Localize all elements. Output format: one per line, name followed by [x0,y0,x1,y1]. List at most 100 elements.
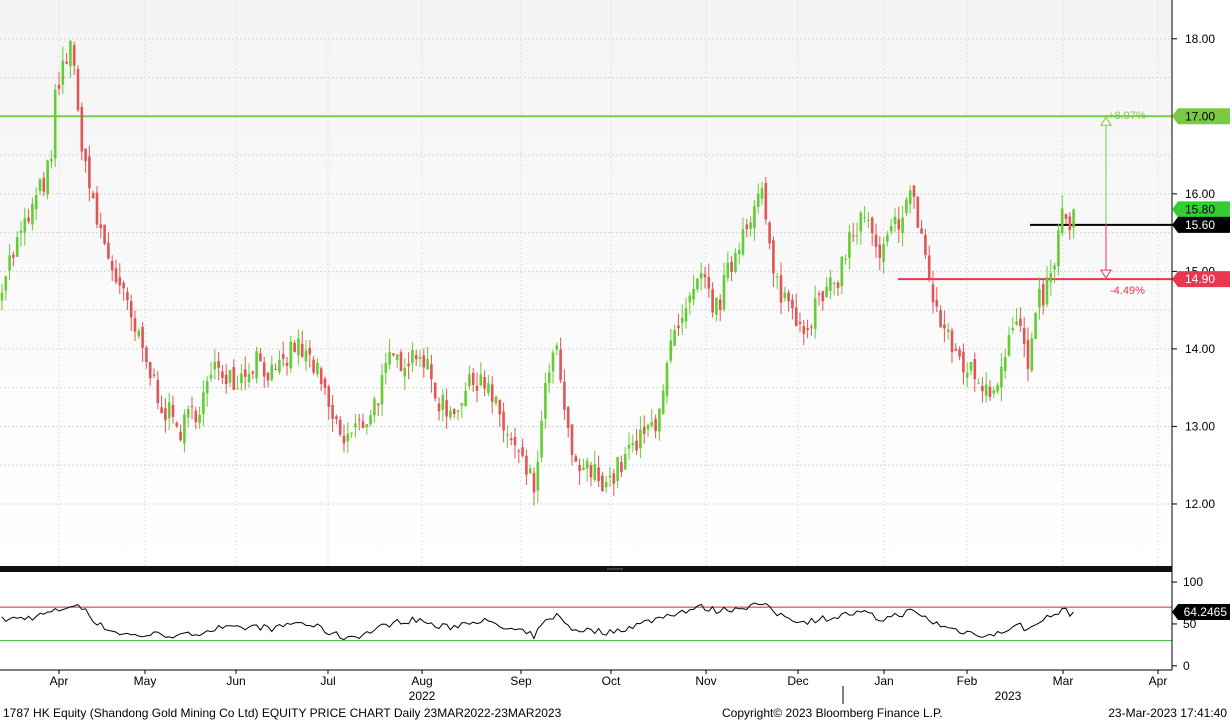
candle-body [274,369,277,371]
candle-body [490,384,494,402]
panel-divider[interactable] [0,566,1172,572]
candle-body [730,261,733,272]
candle-body [312,359,315,373]
candle-body [392,353,395,356]
candle-body [536,461,540,491]
candle-body [57,84,61,89]
candle-body [707,277,711,289]
candle-body [1015,321,1018,325]
candle-body [357,419,361,421]
candle-body [281,354,285,359]
candle-body [889,225,893,232]
candle-body [110,260,114,271]
candle-body [1000,366,1003,388]
candle-body [631,442,635,445]
candle-body [156,380,160,403]
candle-body [912,185,916,197]
candle-body [825,286,828,298]
candle-body [380,375,384,405]
candle-body [612,473,616,484]
candle-body [133,317,137,332]
candle-body [407,363,410,366]
target-arrows [1100,116,1112,280]
candle-body [988,386,992,397]
candle-body [95,192,99,225]
candle-body [164,408,167,421]
candle-body [559,349,562,381]
candle-body [851,235,855,237]
rsi-axis-label: 100 [1183,575,1203,589]
candle-body [331,404,334,419]
candle-body [874,234,878,247]
candle-body [99,224,103,229]
candle-body [1045,277,1049,305]
month-label: Dec [787,674,808,688]
candle-body [278,359,281,373]
candle-body [791,299,794,309]
candle-body [308,348,312,355]
candle-body [734,252,737,272]
candle-body [12,254,15,258]
rsi-line [1,602,1074,641]
candle-body [422,355,426,368]
candle-body [350,432,353,434]
upside-arrowhead [1100,116,1112,126]
candle-body [1034,312,1037,340]
candle-body [943,324,946,329]
candle-body [1064,214,1068,219]
candle-body [661,390,665,414]
candle-body [502,411,505,431]
level-14-90-tag-bg [1172,271,1230,288]
candle-body [931,284,935,303]
candle-body [525,455,528,475]
candle-body [452,409,456,415]
candle-body [992,390,996,394]
candle-body [703,274,707,278]
candle-body [855,235,859,237]
candle-body [684,308,688,322]
candle-body [775,276,779,278]
candle-body [335,416,338,420]
candle-body [430,364,433,380]
price-gridlines [0,0,1172,566]
month-label: Apr [50,674,69,688]
last-price-tag-bg [1172,201,1230,218]
candle-body [464,390,467,407]
candle-body [616,456,619,482]
candle-body [316,362,319,375]
month-label: Sep [510,674,532,688]
candle-body [498,399,502,415]
candle-body [878,244,882,258]
candle-body [145,347,148,363]
candle-body [654,419,657,432]
candle-body [677,325,680,329]
candle-body [293,342,296,353]
candle-body [688,295,692,303]
level-17-tag-bg [1172,108,1230,125]
candle-body [354,423,357,428]
candlestick-series [0,40,1075,506]
candle-body [620,462,623,473]
candle-body [46,160,49,195]
candle-body [981,386,984,392]
candle-body [1011,327,1015,331]
chart-description: 1787 HK Equity (Shandong Gold Mining Co … [3,706,562,720]
candle-body [209,374,213,379]
candle-body [475,385,479,391]
candle-body [753,206,756,229]
candle-body [882,244,885,263]
candle-body [574,456,578,462]
candle-body [669,340,673,361]
candle-body [31,203,34,225]
candle-body [186,409,190,418]
candle-body [551,352,555,372]
candle-body [403,368,407,377]
candle-body [494,396,498,404]
candle-body [1057,230,1060,267]
candle-body [129,301,133,318]
rsi-panel [0,602,1172,642]
candle-body [779,275,783,303]
year-label-2022: 2022 [409,689,436,703]
candle-body [749,222,752,229]
